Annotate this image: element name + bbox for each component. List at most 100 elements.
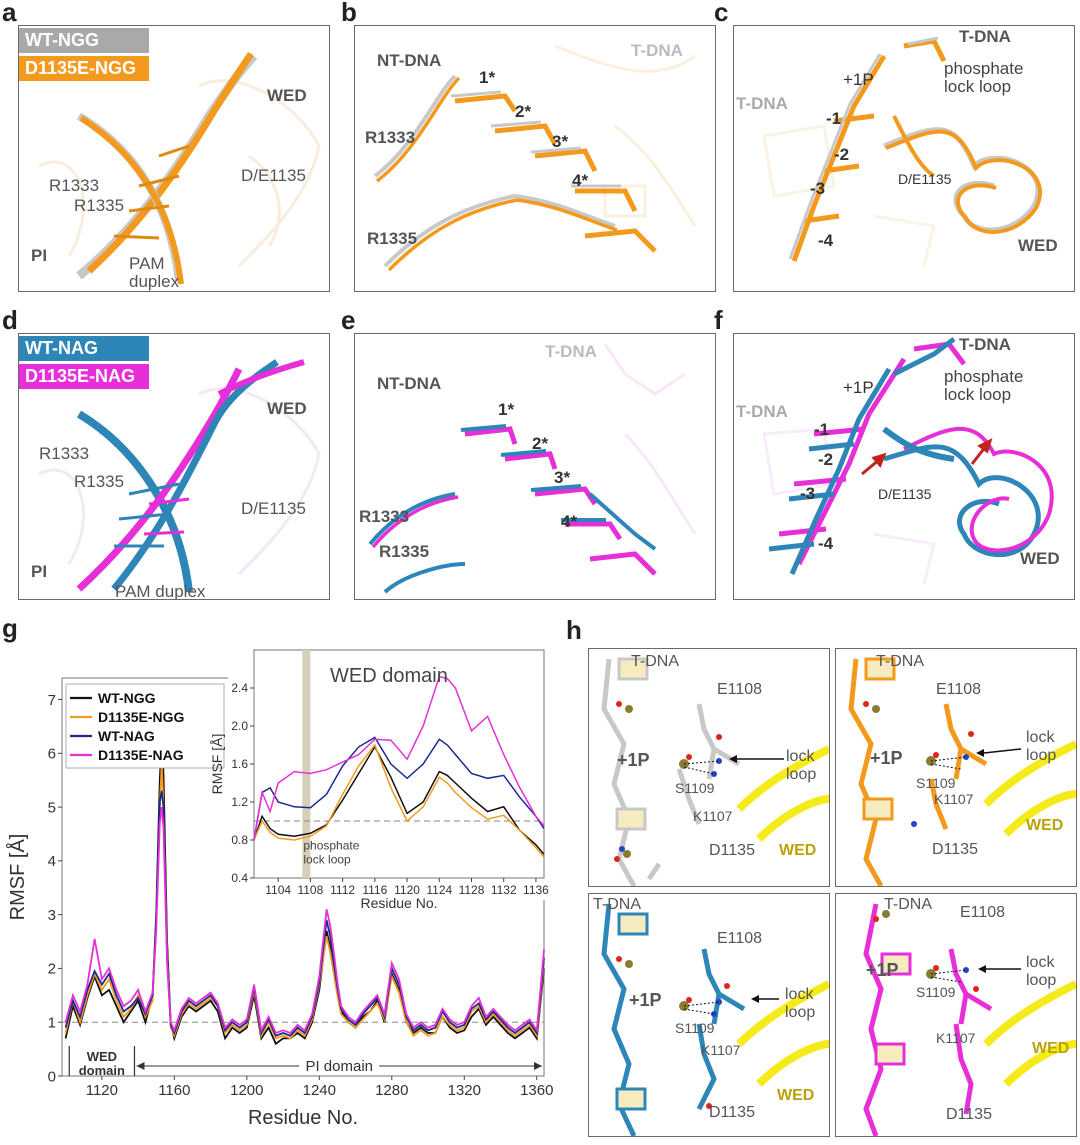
inset-ylabel: RMSF [Å]: [209, 734, 225, 795]
label-pi: PI: [31, 562, 48, 581]
inset-series-d1135e-nag: [253, 675, 545, 841]
label-lock: lock: [1026, 729, 1055, 746]
main-xtick-label: 1280: [375, 1082, 408, 1099]
label-phosphate: phosphate: [944, 59, 1024, 78]
main-series-d1135e-nag: [64, 806, 545, 1035]
inset-ytick-label: 1.6: [231, 757, 248, 771]
main-xtick-label: 1320: [448, 1082, 481, 1099]
label-pi: PI: [31, 246, 48, 265]
label-loop: loop: [1026, 747, 1057, 764]
main-series-d1135e-ngg: [64, 764, 545, 1040]
label-loop: loop: [786, 766, 817, 783]
panel-h-d1135e-nag-structure: [863, 903, 1076, 1136]
label-minus3: -3: [800, 484, 816, 503]
label-plus1p: +1P: [629, 990, 662, 1010]
panel-h-d1135e-nag: T-DNA E1108 +1P lock loop S1109 K1107 D1…: [835, 893, 1077, 1137]
label-minus4: -4: [818, 534, 834, 553]
panel-label-c: c: [714, 0, 729, 27]
label-2star: 2*: [532, 434, 549, 453]
label-t-dna-left: T-DNA: [736, 94, 788, 113]
label-s1109: S1109: [675, 780, 715, 796]
inset-highlight-band: [302, 650, 311, 878]
label-1star: 1*: [479, 68, 496, 87]
label-d1135: D1135: [946, 1106, 992, 1123]
inset-series-d1135e-ngg: [253, 743, 545, 858]
inset-series-wt-nag: [253, 736, 545, 841]
label-lock-loop: lock loop: [944, 385, 1012, 404]
panel-h-d1135e-ngg-structure: [848, 657, 1076, 886]
label-3star: 3*: [554, 468, 571, 487]
label-e1108: E1108: [717, 930, 763, 947]
panel-b-structure: [373, 44, 697, 272]
label-k1107: K1107: [693, 808, 733, 824]
main-ytick-label: 0: [48, 1068, 56, 1085]
label-plus1p: +1P: [843, 70, 874, 89]
label-r1335: R1335: [379, 542, 430, 561]
panel-label-b: b: [341, 0, 357, 27]
label-t-dna: T-DNA: [876, 653, 924, 670]
label-wed: WED: [1026, 817, 1064, 834]
panel-e: NT-DNA T-DNA 1* 2* 3* 4* R1333 R1335: [354, 333, 716, 600]
label-wed: WED: [1032, 1040, 1070, 1057]
inset-xtick-label: 1104: [265, 883, 291, 897]
label-plus1p: +1P: [870, 748, 903, 768]
main-xtick-label: 1240: [303, 1082, 336, 1099]
panel-label-e: e: [341, 305, 356, 335]
label-t-dna: T-DNA: [631, 653, 679, 670]
inset-xtick-label: 1136: [523, 883, 549, 897]
inset-xtick-label: 1108: [297, 883, 323, 897]
label-t-dna: T-DNA: [593, 896, 641, 913]
main-ytick-label: 3: [48, 907, 56, 924]
label-t-dna-top: T-DNA: [959, 27, 1011, 46]
pi-domain-arrow-left: [136, 1062, 145, 1070]
inset-plot-area: [253, 649, 545, 879]
inset-highlight-label-2: lock loop: [303, 853, 351, 867]
legend-box: [65, 683, 225, 769]
label-k1107: K1107: [701, 1042, 741, 1058]
inset-ytick-label: 2.4: [231, 681, 248, 695]
label-wed: WED: [777, 1087, 815, 1104]
label-plus1p: +1P: [617, 750, 650, 770]
panel-a: WT-NGG D1135E-NGG WED R1333 R1335 D/E113…: [18, 25, 330, 292]
label-d1135: D1135: [932, 841, 978, 858]
inset-xtick-label: 1132: [491, 883, 517, 897]
inset-highlight-label-1: phosphate: [303, 839, 359, 853]
inset-title: WED domain: [330, 665, 448, 687]
label-t-dna: T-DNA: [884, 896, 932, 913]
panel-label-h: h: [566, 615, 582, 645]
label-r1333: R1333: [39, 444, 90, 463]
main-xtick-label: 1120: [86, 1082, 118, 1099]
label-lock: lock: [786, 748, 815, 765]
label-lock: lock: [1026, 954, 1055, 971]
pi-domain-label-bg: [299, 1056, 380, 1074]
legend-d1135e-nag: D1135E-NAG: [19, 364, 149, 389]
label-t-dna-top: T-DNA: [959, 335, 1011, 354]
label-r1335: R1335: [367, 229, 418, 248]
label-de1135: D/E1135: [898, 171, 952, 187]
main-ytick-label: 1: [48, 1014, 56, 1031]
pi-domain-arrow-right: [534, 1062, 542, 1070]
label-k1107: K1107: [934, 791, 974, 807]
label-r1333: R1333: [365, 128, 416, 147]
label-wed: WED: [267, 86, 307, 105]
label-loop: loop: [1026, 972, 1057, 989]
label-de1135: D/E1135: [241, 499, 306, 518]
wed-domain-label-2: domain: [79, 1063, 125, 1078]
label-plus1p: +1P: [843, 378, 874, 397]
label-de1135: D/E1135: [878, 486, 932, 502]
panel-label-f: f: [714, 305, 723, 335]
label-loop: loop: [785, 1004, 816, 1021]
main-ytick-label: 2: [48, 961, 56, 978]
inset-ytick-label: 1.2: [231, 795, 248, 809]
panel-label-g: g: [2, 613, 18, 643]
panel-d: WT-NAG D1135E-NAG WED R1333 R1335 D/E113…: [18, 333, 330, 600]
legend-label-d1135e-ngg: D1135E-NGG: [98, 709, 184, 725]
main-xtick-label: 1360: [520, 1082, 553, 1099]
rmsf-chart: 1120 1160 1200 1240 1280 1320 1360 0 1 2 3 4 5 6 7 Resi…: [6, 642, 556, 1129]
main-xtick-label: 1200: [230, 1082, 263, 1099]
label-minus3: -3: [810, 179, 826, 198]
legend-wt-nag: WT-NAG: [19, 336, 149, 361]
inset-xtick-label: 1124: [426, 883, 452, 897]
label-wed: WED: [1020, 549, 1060, 568]
panel-h-wt-ngg-structure: [601, 657, 829, 886]
